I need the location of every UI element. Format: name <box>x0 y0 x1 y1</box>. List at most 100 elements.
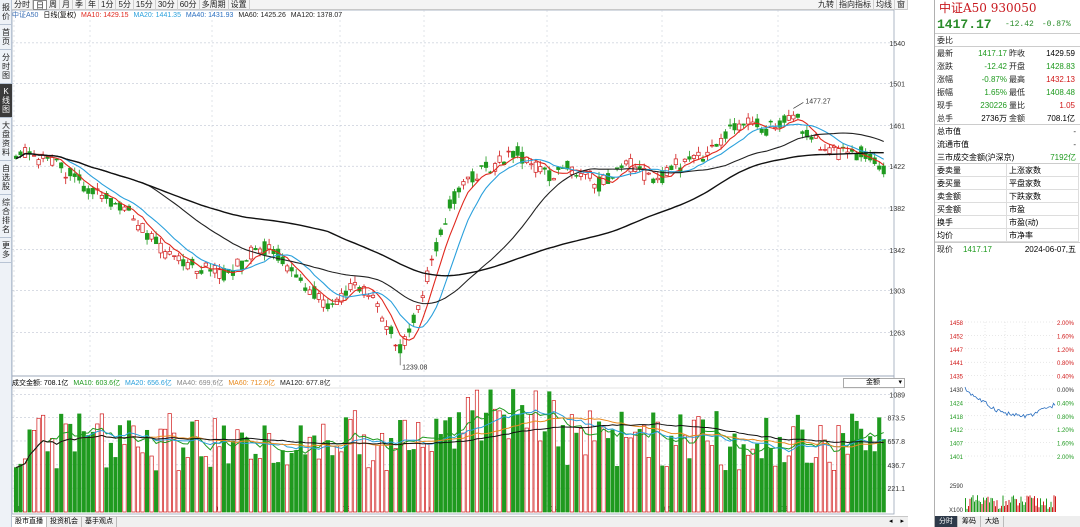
candle-body <box>606 173 611 184</box>
intraday-chart[interactable]: 1458 2.00% 1452 1.60% 1447 1.20% 1441 0.80% 1435… <box>935 306 1080 516</box>
candle-body <box>596 176 602 192</box>
left-tab-bar: 报价 首页 分时图 K线图 大盘资料 自选股 综合排名 更多 <box>0 0 12 527</box>
ma10-value: MA10: 1429.15 <box>81 12 129 19</box>
volume-bar <box>122 443 127 513</box>
period-tab-10[interactable]: 60分 <box>178 0 200 10</box>
min-axis-right-label: 0.40% <box>1057 375 1075 381</box>
volume-bar <box>709 445 715 513</box>
candle-body <box>208 269 213 272</box>
min-volume-bar <box>1002 495 1004 512</box>
candle-body <box>646 172 651 175</box>
candle-body <box>90 187 95 195</box>
volume-bar <box>569 414 574 513</box>
kline-info: 中证A50 日线(复权) MA10: 1429.15 MA20: 1441.35… <box>12 11 892 21</box>
volume-bar <box>759 458 764 513</box>
period-tab-5[interactable]: 年 <box>86 0 99 10</box>
kline-chart[interactable]: 1540 1501 1461 1422 1382 1342 1303 1263 1089 873.… <box>12 0 908 527</box>
volume-bar <box>452 448 457 513</box>
bottom-tab-2[interactable]: 基手观点 <box>82 517 117 527</box>
volume-tick-label: 221.1 <box>887 486 905 493</box>
volume-bar <box>664 466 669 513</box>
candle-body <box>158 242 163 254</box>
volume-bar <box>41 414 46 513</box>
period-toolbar: 分时日周月季年 1分 5分 15分 30分 60分 多周期 设置 九转 指向指标 均线窗 <box>12 0 908 10</box>
min-volume-bar <box>965 498 966 512</box>
volume-bar <box>176 470 181 513</box>
quote-tab-2[interactable]: 大焰 <box>981 516 1004 527</box>
volume-selector[interactable]: 金额 <box>843 378 905 388</box>
price-grid <box>12 42 894 489</box>
candle-body <box>420 295 425 299</box>
volume-bar <box>262 425 267 513</box>
candle-body <box>669 165 674 170</box>
scroll-left-icon[interactable]: ◂ <box>888 518 893 525</box>
left-tab-5[interactable]: 自选股 <box>0 161 12 195</box>
period-tab-11[interactable]: 多周期 <box>200 0 229 10</box>
volume-bar <box>375 444 380 513</box>
candle-body <box>479 165 484 167</box>
period-tab-3[interactable]: 月 <box>60 0 73 10</box>
volume-amount: 成交金额: 708.1亿 <box>12 380 69 387</box>
min-vol-label: 2590 <box>950 484 964 490</box>
low-label: 1239.08 <box>402 364 427 371</box>
volume-bar <box>217 446 222 513</box>
quote-grid-cell: 市净率 <box>1007 229 1079 242</box>
period-tab-1[interactable]: 日 <box>33 0 47 10</box>
left-tab-4[interactable]: 大盘资料 <box>0 118 12 161</box>
toolbar-right-3[interactable]: 窗 <box>895 0 908 10</box>
volume-bar <box>502 414 507 513</box>
candle-body <box>32 155 37 157</box>
volume-bar <box>36 417 41 513</box>
period-tab-2[interactable]: 周 <box>47 0 60 10</box>
period-tab-8[interactable]: 15分 <box>134 0 156 10</box>
toolbar-right-2[interactable]: 均线 <box>874 0 895 10</box>
volume-bar <box>660 465 665 513</box>
period-tab-0[interactable]: 分时 <box>12 0 33 10</box>
kline-adjust[interactable]: 日线(复权) <box>43 12 77 19</box>
quote-tab-0[interactable]: 分时 <box>935 516 958 527</box>
period-tab-4[interactable]: 季 <box>73 0 86 10</box>
volume-bar <box>596 421 602 513</box>
toolbar-right-1[interactable]: 指向指标 <box>837 0 874 10</box>
candle-body <box>723 131 728 139</box>
period-tab-6[interactable]: 1分 <box>99 0 117 10</box>
quote-tab-1[interactable]: 筹码 <box>958 516 981 527</box>
price-tick-label: 1422 <box>889 164 905 171</box>
candle-body <box>389 326 394 334</box>
candle-body <box>258 248 263 254</box>
quote-grid-col: 委卖量 委买量 卖金额 买金额 换手 均价 <box>935 164 1007 242</box>
bottom-tab-1[interactable]: 投资机会 <box>47 517 82 527</box>
candle-body <box>456 187 461 193</box>
volume-bar <box>506 438 511 513</box>
toolbar-right-0[interactable]: 九转 <box>816 0 837 10</box>
left-tab-0[interactable]: 报价 <box>0 0 12 25</box>
volume-bar <box>45 451 50 513</box>
min-volume-bar <box>992 498 993 512</box>
quote-key: 涨跌 <box>937 62 953 71</box>
bottom-tab-0[interactable]: 股市直播 <box>12 517 47 527</box>
volume-bar <box>493 408 498 513</box>
min-volume-bar <box>1044 505 1046 512</box>
quote-key: 最新 <box>937 49 953 58</box>
volume-bar <box>556 446 561 513</box>
min-axis-left-label: 1435 <box>950 375 964 381</box>
volume-bar <box>163 428 168 513</box>
left-tab-6[interactable]: 综合排名 <box>0 195 12 238</box>
bottom-spacer <box>117 517 885 527</box>
min-volume-bar <box>993 501 995 512</box>
period-tab-7[interactable]: 5分 <box>116 0 134 10</box>
min-price: 1417.17 <box>963 245 992 254</box>
min-axis-left-label: 1458 <box>950 321 964 327</box>
volume-bar <box>700 419 706 513</box>
period-tab-9[interactable]: 30分 <box>156 0 178 10</box>
vol-ma40: MA40: 699.6亿 <box>176 380 224 387</box>
candle-body <box>407 328 412 333</box>
left-tab-1[interactable]: 首页 <box>0 25 12 50</box>
left-tab-2[interactable]: 分时图 <box>0 50 12 84</box>
candle-body <box>777 120 782 128</box>
left-tab-3[interactable]: K线图 <box>0 84 12 118</box>
left-tab-7[interactable]: 更多 <box>0 238 12 263</box>
period-tab-12[interactable]: 设置 <box>229 0 250 10</box>
quote-row: 涨跌 -12.42 开盘 1428.83 <box>935 60 1080 73</box>
scroll-right-icon[interactable]: ▸ <box>900 518 904 525</box>
